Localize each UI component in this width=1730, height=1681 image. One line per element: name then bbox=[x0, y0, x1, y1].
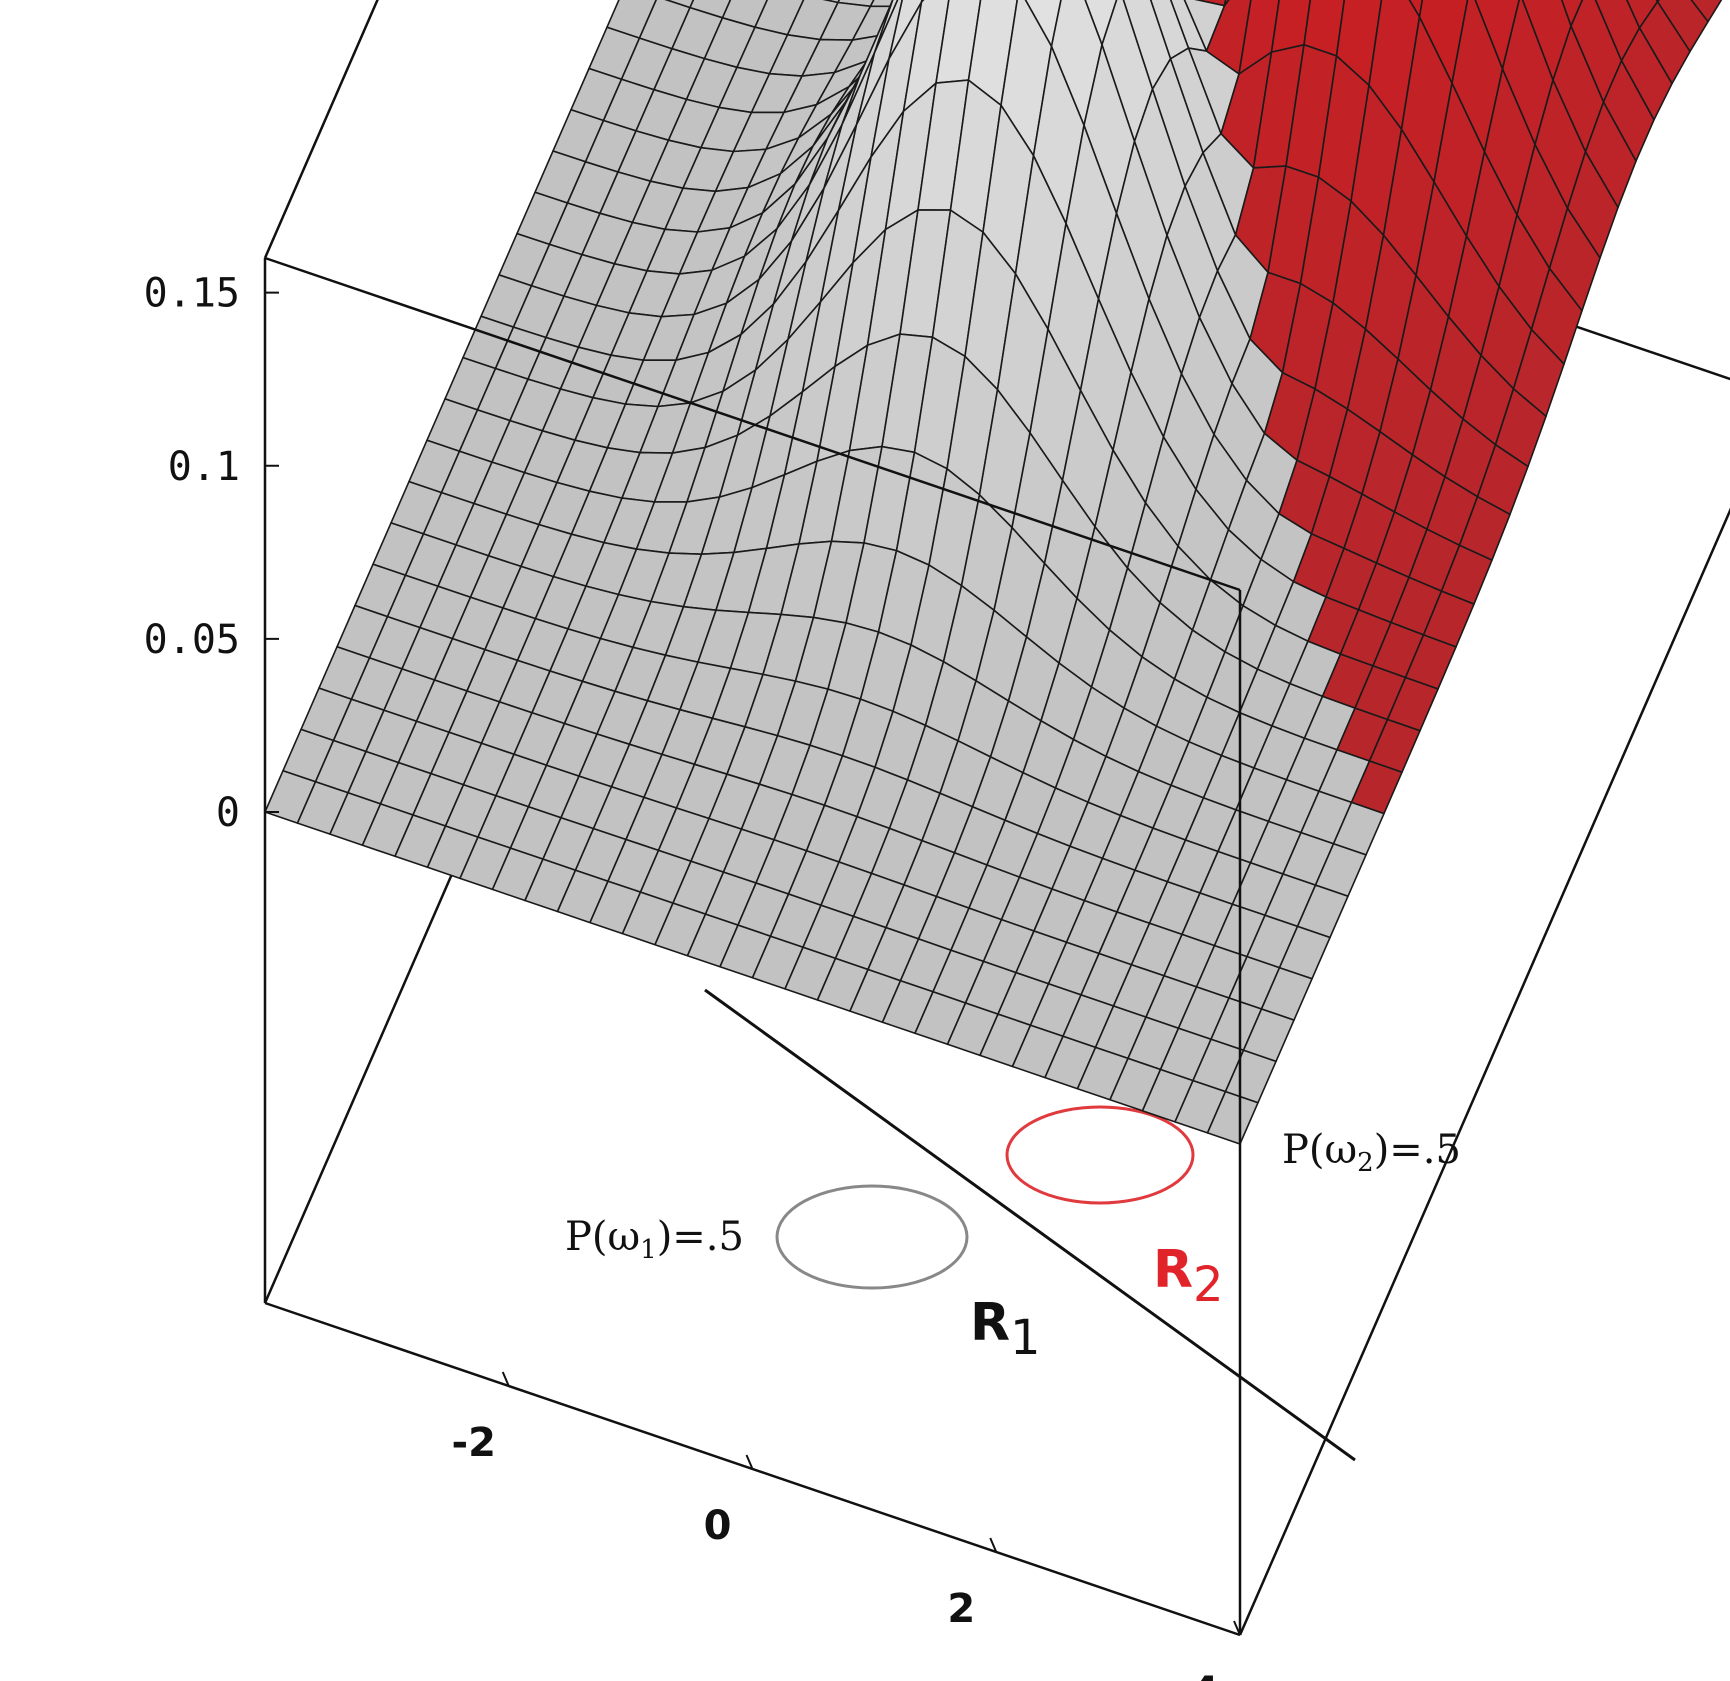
box-edge bbox=[264, 256, 1241, 592]
contour-r1 bbox=[775, 1184, 969, 1290]
x-tick bbox=[1233, 1620, 1241, 1636]
region-label-r2: R2 bbox=[1153, 1240, 1224, 1313]
surface-patch bbox=[1560, 0, 1584, 27]
x-tick bbox=[989, 1537, 998, 1553]
x-tick bbox=[501, 1371, 510, 1387]
z-tick-label: 0 bbox=[216, 790, 240, 836]
z-tick-label: 0.1 bbox=[168, 444, 240, 490]
prior-label-2: P(ω2)=.5 bbox=[1282, 1127, 1461, 1178]
x-tick-label: 0 bbox=[704, 1503, 732, 1549]
axis-ticks: -2024-202400.050.10.15 bbox=[144, 271, 1241, 1681]
x-tick-label: 2 bbox=[947, 1586, 975, 1632]
floor-layer: P(ω1)=.5 P(ω2)=.5 R1 R2 bbox=[565, 988, 1461, 1462]
x-tick-label: -2 bbox=[452, 1420, 496, 1466]
bounding-box-front bbox=[263, 256, 1242, 1635]
x-tick-label: 4 bbox=[1191, 1669, 1219, 1681]
z-tick-label: 0.05 bbox=[144, 617, 240, 663]
density-surface bbox=[264, 0, 1723, 1145]
x-tick bbox=[745, 1454, 754, 1470]
z-tick-label: 0.15 bbox=[144, 271, 240, 317]
surface-patch bbox=[1206, 1090, 1259, 1145]
prior-label-1: P(ω1)=.5 bbox=[565, 1214, 744, 1265]
box-edge bbox=[1238, 507, 1730, 1636]
region-label-r1: R1 bbox=[970, 1293, 1041, 1366]
box-edge bbox=[263, 0, 379, 259]
decision-boundary bbox=[704, 988, 1356, 1462]
contour-r2 bbox=[1005, 1105, 1195, 1205]
